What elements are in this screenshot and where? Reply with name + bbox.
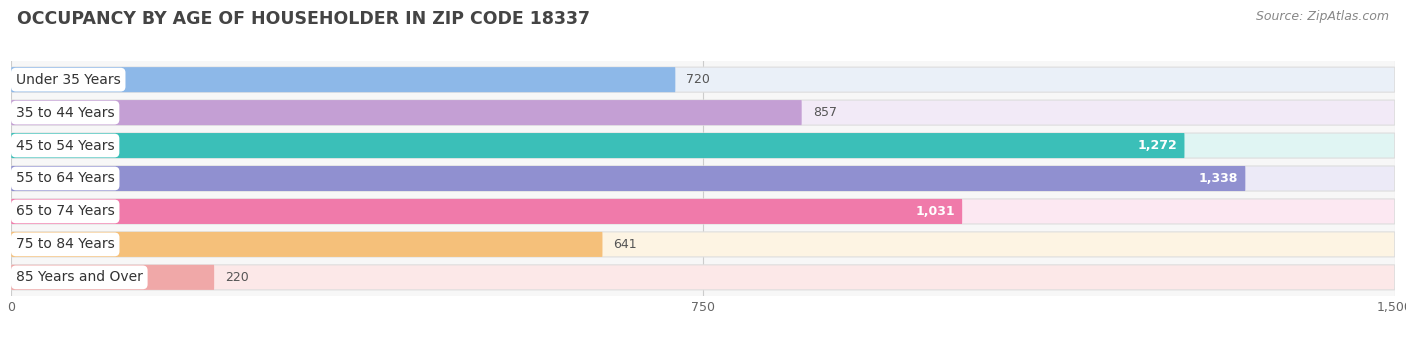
- FancyBboxPatch shape: [11, 265, 1395, 290]
- Text: Source: ZipAtlas.com: Source: ZipAtlas.com: [1256, 10, 1389, 23]
- Text: 75 to 84 Years: 75 to 84 Years: [15, 237, 115, 251]
- Text: OCCUPANCY BY AGE OF HOUSEHOLDER IN ZIP CODE 18337: OCCUPANCY BY AGE OF HOUSEHOLDER IN ZIP C…: [17, 10, 591, 28]
- Text: 35 to 44 Years: 35 to 44 Years: [15, 106, 114, 120]
- Text: 641: 641: [613, 238, 637, 251]
- FancyBboxPatch shape: [11, 199, 962, 224]
- Text: 1,031: 1,031: [915, 205, 955, 218]
- Text: 65 to 74 Years: 65 to 74 Years: [15, 204, 115, 218]
- Text: 85 Years and Over: 85 Years and Over: [15, 270, 143, 284]
- Text: 55 to 64 Years: 55 to 64 Years: [15, 171, 115, 186]
- FancyBboxPatch shape: [11, 232, 602, 257]
- Text: Under 35 Years: Under 35 Years: [15, 73, 121, 87]
- FancyBboxPatch shape: [11, 265, 214, 290]
- FancyBboxPatch shape: [11, 133, 1395, 158]
- FancyBboxPatch shape: [11, 67, 675, 92]
- Text: 45 to 54 Years: 45 to 54 Years: [15, 139, 114, 153]
- FancyBboxPatch shape: [11, 166, 1395, 191]
- Text: 1,338: 1,338: [1198, 172, 1237, 185]
- Text: 720: 720: [686, 73, 710, 86]
- Text: 220: 220: [225, 271, 249, 284]
- FancyBboxPatch shape: [11, 100, 1395, 125]
- FancyBboxPatch shape: [11, 67, 1395, 92]
- Text: 1,272: 1,272: [1137, 139, 1177, 152]
- FancyBboxPatch shape: [11, 166, 1246, 191]
- FancyBboxPatch shape: [11, 133, 1184, 158]
- Text: 857: 857: [813, 106, 837, 119]
- FancyBboxPatch shape: [11, 232, 1395, 257]
- FancyBboxPatch shape: [11, 100, 801, 125]
- FancyBboxPatch shape: [11, 199, 1395, 224]
